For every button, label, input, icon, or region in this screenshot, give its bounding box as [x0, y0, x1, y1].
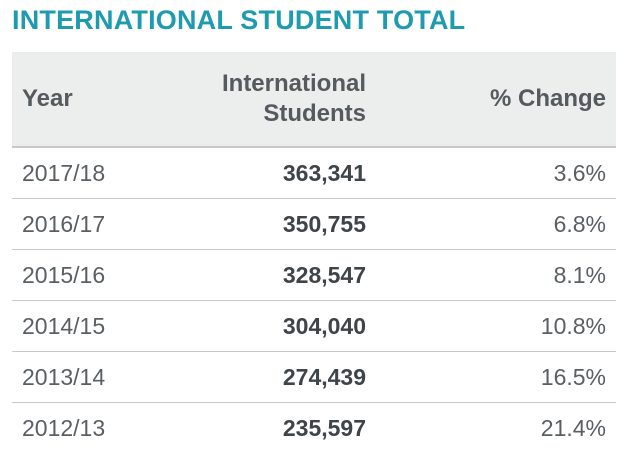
table-row: 2014/15 304,040 10.8%	[12, 300, 616, 351]
year-cell: 2017/18	[22, 160, 106, 186]
students-cell: 328,547	[282, 262, 366, 288]
table-header-row: Year International Students % Change	[12, 52, 616, 146]
students-cell: 235,597	[282, 415, 366, 441]
students-cell: 304,040	[282, 313, 366, 339]
students-cell: 350,755	[282, 211, 366, 237]
table-row: 2017/18 363,341 3.6%	[12, 147, 616, 198]
table-row: 2013/14 274,439 16.5%	[12, 351, 616, 402]
column-header-international-students: International Students	[222, 52, 366, 146]
column-header-percent-change: % Change	[489, 85, 606, 112]
column-header-year: Year	[22, 85, 73, 112]
change-cell: 3.6%	[553, 160, 606, 186]
change-cell: 8.1%	[553, 262, 606, 288]
change-cell: 16.5%	[540, 364, 606, 390]
header-divider	[12, 146, 616, 147]
year-cell: 2014/15	[22, 313, 106, 339]
column-header-students-line2: Students	[263, 100, 366, 127]
student-totals-table: Year International Students % Change 201…	[12, 52, 616, 453]
students-cell: 363,341	[282, 160, 366, 186]
change-cell: 6.8%	[553, 211, 606, 237]
year-cell: 2016/17	[22, 211, 106, 237]
table-row: 2016/17 350,755 6.8%	[12, 198, 616, 249]
table-row: 2012/13 235,597 21.4%	[12, 402, 616, 453]
page-title: INTERNATIONAL STUDENT TOTAL	[12, 5, 466, 35]
table-row: 2015/16 328,547 8.1%	[12, 249, 616, 300]
change-cell: 21.4%	[540, 415, 606, 441]
year-cell: 2012/13	[22, 415, 106, 441]
year-cell: 2015/16	[22, 262, 106, 288]
change-cell: 10.8%	[540, 313, 606, 339]
column-header-students-line1: International	[221, 70, 366, 97]
year-cell: 2013/14	[22, 364, 106, 390]
students-cell: 274,439	[282, 364, 366, 390]
